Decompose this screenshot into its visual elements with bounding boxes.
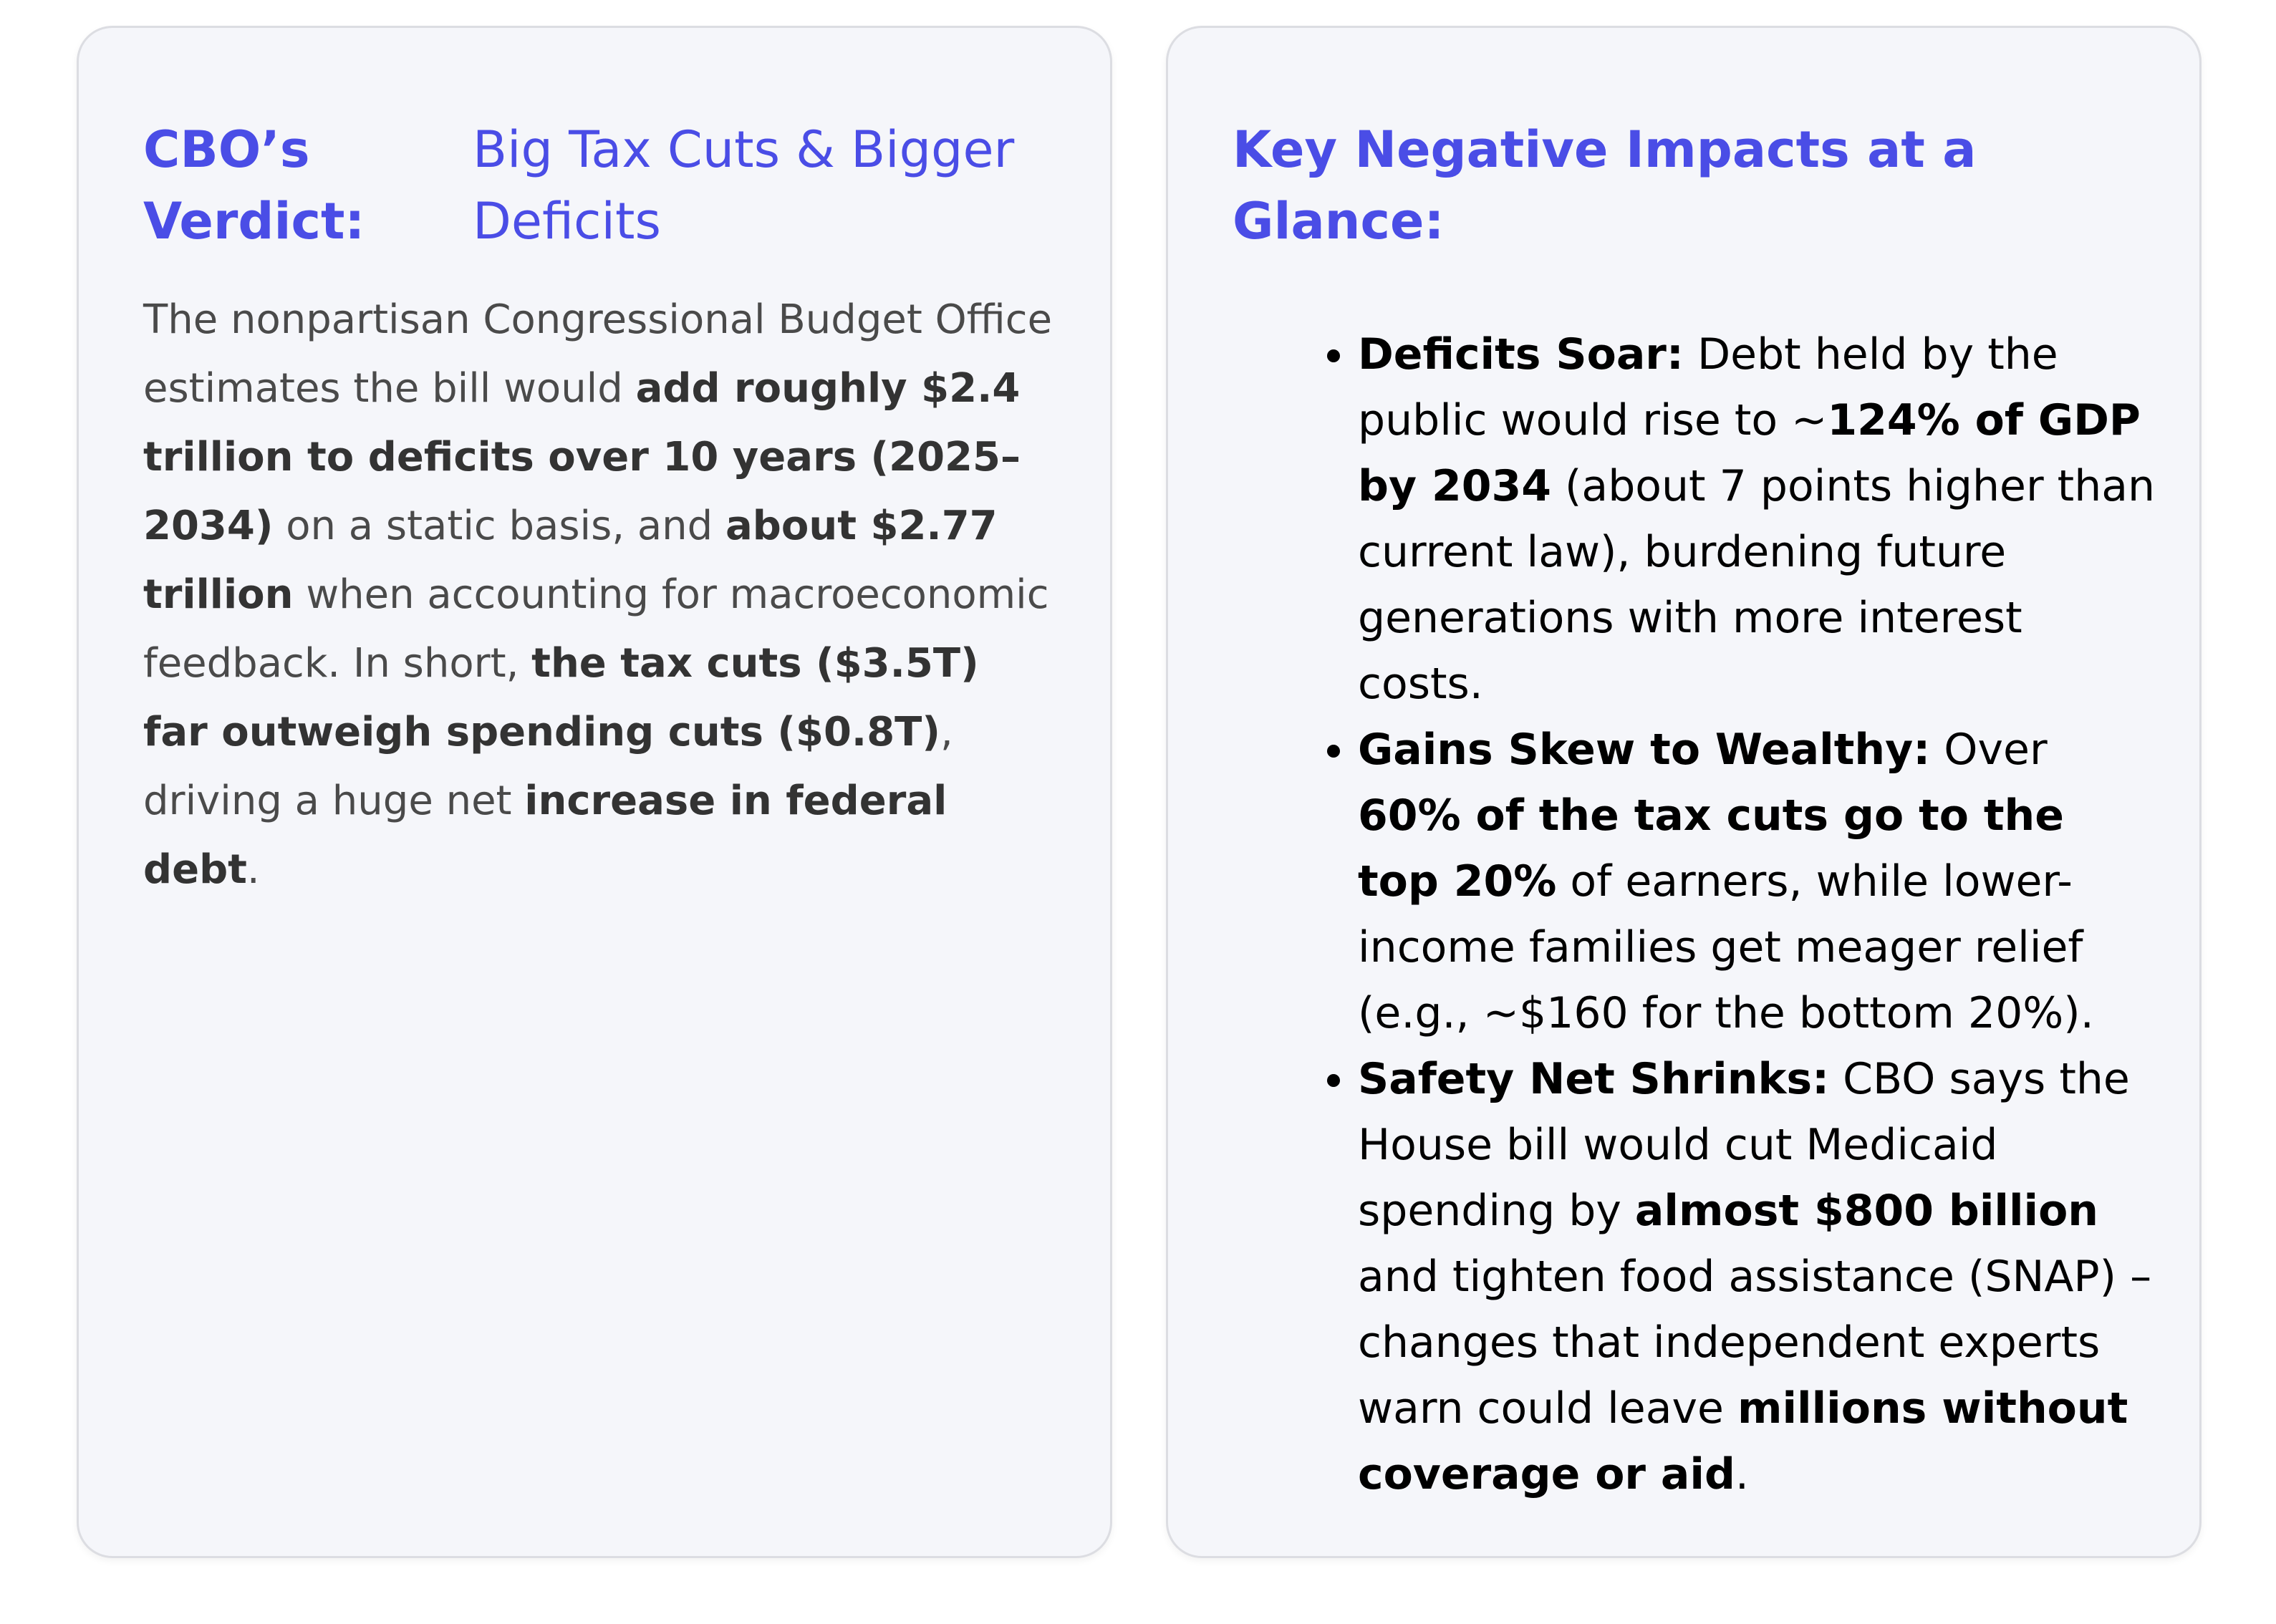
text: The nonpartisan Congressional Budget Off… xyxy=(143,296,1053,412)
impacts-list: Deficits Soar: Debt held by the public w… xyxy=(1233,322,2156,1507)
bold-text: Gains Skew to Wealthy: xyxy=(1358,725,1931,775)
verdict-heading: CBO’s Verdict: Big Tax Cuts & Bigger Def… xyxy=(143,114,1053,257)
bold-text: Safety Net Shrinks: xyxy=(1358,1054,1830,1104)
verdict-paragraph: The nonpartisan Congressional Budget Off… xyxy=(143,286,1053,904)
bold-text: add roughly $2.4 trillion to deficits ov… xyxy=(143,365,1021,549)
text: when accounting for macroeconomic feedba… xyxy=(143,571,1049,687)
bold-text: 124% of GDP by 2034 xyxy=(1358,395,2141,511)
text: . xyxy=(246,846,260,893)
bold-text: Deficits Soar: xyxy=(1358,329,1684,380)
heading-label: CBO’s Verdict: xyxy=(143,120,365,251)
impact-item: Gains Skew to Wealthy: Over 60% of the t… xyxy=(1358,717,2156,1046)
text: . xyxy=(1735,1449,1749,1499)
text: Over xyxy=(1930,725,2048,775)
impacts-heading: Key Negative Impacts at a Glance: xyxy=(1233,120,1977,251)
text: (about 7 points higher than current law)… xyxy=(1358,461,2156,709)
text: and tighten food assistance (SNAP) – cha… xyxy=(1358,1252,2152,1434)
bold-text: the tax cuts ($3.5T) far outweigh spendi… xyxy=(143,640,979,755)
bold-text: almost $800 billion xyxy=(1634,1186,2099,1236)
impacts-card: Key Negative Impacts at a Glance: Defici… xyxy=(1166,26,2202,1558)
impact-item: Safety Net Shrinks: CBO says the House b… xyxy=(1358,1046,2156,1507)
bold-text: millions without coverage or aid xyxy=(1358,1383,2128,1499)
text: Debt held by the public would rise to ~ xyxy=(1358,329,2058,445)
heading-text: Big Tax Cuts & Bigger Deficits xyxy=(473,120,1015,251)
text: of earners, while lower-income families … xyxy=(1358,856,2094,1038)
text: , driving a huge net xyxy=(143,709,953,824)
text: CBO says the House bill would cut Medica… xyxy=(1358,1054,2130,1236)
verdict-card: CBO’s Verdict: Big Tax Cuts & Bigger Def… xyxy=(77,26,1112,1558)
bold-text: 60% of the tax cuts go to the top 20% xyxy=(1358,791,2064,907)
bold-text: increase in federal debt xyxy=(143,778,947,893)
impact-item: Deficits Soar: Debt held by the public w… xyxy=(1358,322,2156,717)
text: on a static basis, and xyxy=(273,503,726,549)
bold-text: about $2.77 trillion xyxy=(143,503,998,618)
